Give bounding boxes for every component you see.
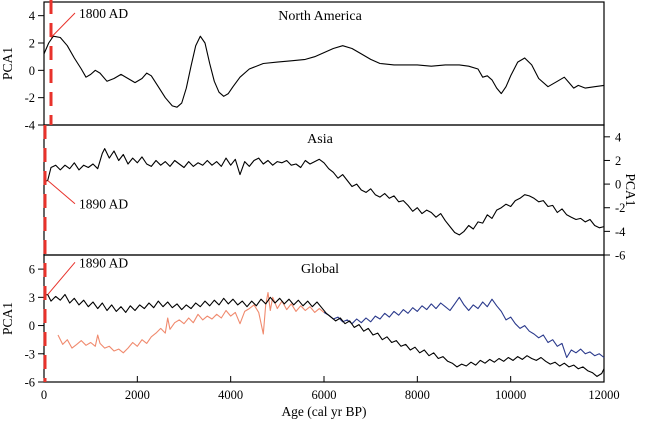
annotation: 1800 AD xyxy=(50,6,128,38)
y-tick-label: 2 xyxy=(615,154,621,168)
y-tick-label: 4 xyxy=(615,130,622,144)
series-line-2 xyxy=(43,293,605,377)
x-tick-label: 0 xyxy=(41,388,47,402)
y-axis: -6 -4 -2 0 2 4 xyxy=(604,130,626,263)
x-tick-label: 6000 xyxy=(312,388,337,402)
y-tick-label: 3 xyxy=(29,291,35,305)
panel-asia: -6 -4 -2 0 2 4 Asia PCA1 1890 AD xyxy=(43,124,638,263)
y-axis-label: PCA1 xyxy=(0,302,15,335)
annotation-label: 1890 AD xyxy=(79,255,128,270)
x-tick-label: 4000 xyxy=(218,388,243,402)
y-tick-label: -6 xyxy=(25,376,35,390)
annotation-leader xyxy=(50,12,76,38)
panel-title: Asia xyxy=(307,132,333,147)
panel-title: North America xyxy=(278,9,362,24)
panel-title: Global xyxy=(301,262,339,277)
y-tick-label: -4 xyxy=(25,119,36,133)
annotation-label: 1890 AD xyxy=(79,197,128,212)
annotation-label: 1800 AD xyxy=(79,6,128,21)
annotation: 1890 AD xyxy=(47,255,128,295)
series-line-0 xyxy=(57,292,325,354)
panel-global: -6 -3 0 3 6 Global PCA1 1890 AD xyxy=(0,254,605,390)
series-line-0 xyxy=(43,148,605,236)
y-tick-label: -3 xyxy=(25,347,35,361)
y-tick-label: -6 xyxy=(615,249,625,263)
y-tick-label: -2 xyxy=(25,91,35,105)
y-axis-label: PCA1 xyxy=(0,47,15,80)
y-tick-label: 4 xyxy=(29,9,36,23)
y-tick-label: 6 xyxy=(29,263,35,277)
x-tick-label: 12000 xyxy=(588,388,619,402)
series-layer xyxy=(43,35,605,108)
y-tick-label: 0 xyxy=(615,178,621,192)
y-axis: -6 -3 0 3 6 xyxy=(25,263,44,390)
x-tick-label: 8000 xyxy=(405,388,430,402)
x-tick-label: 2000 xyxy=(125,388,150,402)
y-axis: -4 -2 0 2 4 xyxy=(25,9,44,133)
y-tick-label: 0 xyxy=(29,64,35,78)
y-tick-label: 2 xyxy=(29,37,35,51)
x-tick-label: 10000 xyxy=(495,388,526,402)
annotation-leader xyxy=(47,261,76,295)
y-tick-label: -2 xyxy=(615,201,625,215)
series-line-1 xyxy=(323,296,605,359)
x-axis: 0 2000 4000 6000 8000 10000 12000 xyxy=(41,376,620,402)
y-tick-label: -4 xyxy=(615,225,626,239)
y-tick-label: 0 xyxy=(29,319,35,333)
x-axis-label: Age (cal yr BP) xyxy=(281,404,366,419)
annotation-leader xyxy=(47,180,76,205)
series-layer xyxy=(43,292,605,377)
series-layer xyxy=(43,148,605,236)
panel-north-america: -4 -2 0 2 4 North America PCA1 1800 AD xyxy=(0,1,605,133)
annotation: 1890 AD xyxy=(47,180,128,212)
series-line-0 xyxy=(43,35,605,108)
y-axis-label: PCA1 xyxy=(623,173,638,206)
